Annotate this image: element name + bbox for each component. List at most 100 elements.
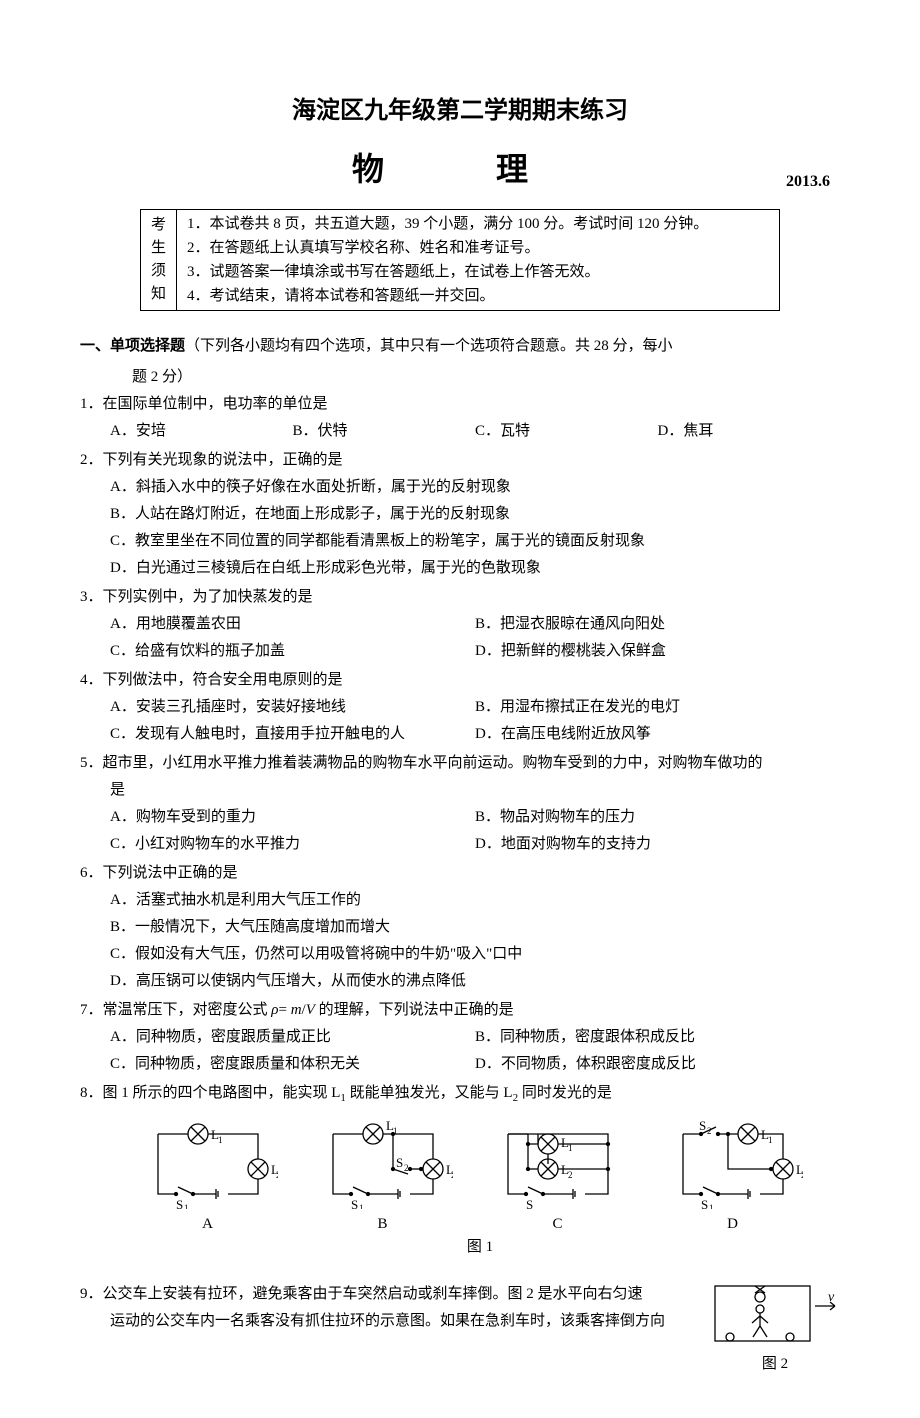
q4-opt-d: D．在高压电线附近放风筝 <box>475 721 840 748</box>
figure-1-caption: 图 1 <box>80 1234 840 1261</box>
instruction-item: 3．试题答案一律填涂或书写在答题纸上，在试卷上作答无效。 <box>187 260 769 284</box>
instruction-item: 4．考试结束，请将本试卷和答题纸一并交回。 <box>187 284 769 308</box>
section-heading-plain: （下列各小题均有四个选项，其中只有一个选项符合题意。共 28 分，每小 <box>185 338 673 354</box>
q3-stem: 3．下列实例中，为了加快蒸发的是 <box>80 584 840 611</box>
q8-stem-mid: 既能单独发光，又能与 L <box>346 1085 513 1101</box>
circuit-a-label: A <box>202 1211 213 1238</box>
figure-2: v 图 2 <box>710 1281 840 1378</box>
q5-opt-a: A．购物车受到的重力 <box>110 804 475 831</box>
svg-text:1: 1 <box>568 1143 573 1153</box>
question-9: 9．公交车上安装有拉环，避免乘客由于车突然启动或刹车摔倒。图 2 是水平向右匀速… <box>80 1281 840 1378</box>
q7-opt-d: D．不同物质，体积跟密度成反比 <box>475 1051 840 1078</box>
q7-stem: 7．常温常压下，对密度公式 ρ= m/V 的理解，下列说法中正确的是 <box>80 997 840 1024</box>
side-char: 考 <box>151 215 166 236</box>
svg-text:1: 1 <box>184 1203 189 1209</box>
question-4: 4．下列做法中，符合安全用电原则的是 A．安装三孔插座时，安装好接地线 B．用湿… <box>80 667 840 748</box>
svg-text:v: v <box>828 1290 835 1305</box>
question-2: 2．下列有关光现象的说法中，正确的是 A．斜插入水中的筷子好像在水面处折断，属于… <box>80 447 840 582</box>
q1-opt-b: B．伏特 <box>293 418 476 445</box>
q5-opt-d: D．地面对购物车的支持力 <box>475 831 840 858</box>
q5-stem-2: 是 <box>80 777 840 804</box>
circuit-d-label: D <box>727 1211 738 1238</box>
question-8: 8．图 1 所示的四个电路图中，能实现 L1 既能单独发光，又能与 L2 同时发… <box>80 1080 840 1261</box>
svg-text:2: 2 <box>568 1170 573 1180</box>
q7-v: V <box>306 1002 315 1018</box>
svg-text:S: S <box>176 1197 183 1209</box>
circuit-a: L1 L2 S1 A <box>133 1119 283 1238</box>
q5-opt-b: B．物品对购物车的压力 <box>475 804 840 831</box>
q6-opt-a: A．活塞式抽水机是利用大气压工作的 <box>80 887 840 914</box>
q6-opt-d: D．高压锅可以使锅内气压增大，从而使水的沸点降低 <box>80 968 840 995</box>
q9-line1: 9．公交车上安装有拉环，避免乘客由于车突然启动或刹车摔倒。图 2 是水平向右匀速 <box>80 1281 700 1308</box>
q7-stem-post: 的理解，下列说法中正确的是 <box>315 1002 514 1018</box>
q8-stem: 8．图 1 所示的四个电路图中，能实现 L1 既能单独发光，又能与 L2 同时发… <box>80 1080 840 1109</box>
q2-opt-d: D．白光通过三棱镜后在白纸上形成彩色光带，属于光的色散现象 <box>80 555 840 582</box>
question-1: 1．在国际单位制中，电功率的单位是 A．安培 B．伏特 C．瓦特 D．焦耳 <box>80 391 840 445</box>
q7-opt-c: C．同种物质，密度跟质量和体积无关 <box>110 1051 475 1078</box>
q4-opt-c: C．发现有人触电时，直接用手拉开触电的人 <box>110 721 475 748</box>
section-heading-line2: 题 2 分） <box>80 364 840 391</box>
circuit-c: L1 L2 S C <box>483 1119 633 1238</box>
section-heading-bold: 一、单项选择题 <box>80 338 185 354</box>
q4-options-row1: A．安装三孔插座时，安装好接地线 B．用湿布擦拭正在发光的电灯 <box>80 694 840 721</box>
q5-opt-c: C．小红对购物车的水平推力 <box>110 831 475 858</box>
circuit-c-label: C <box>552 1211 562 1238</box>
q3-opt-b: B．把湿衣服晾在通风向阳处 <box>475 611 840 638</box>
instructions-list: 1．本试卷共 8 页，共五道大题，39 个小题，满分 100 分。考试时间 12… <box>177 210 779 310</box>
q3-opt-a: A．用地膜覆盖农田 <box>110 611 475 638</box>
q6-opt-c: C．假如没有大气压，仍然可以用吸管将碗中的牛奶"吸入"口中 <box>80 941 840 968</box>
q1-opt-a: A．安培 <box>110 418 293 445</box>
q5-options-row1: A．购物车受到的重力 B．物品对购物车的压力 <box>80 804 840 831</box>
circuit-b: L1 L2 S2 S1 B <box>308 1119 458 1238</box>
side-char: 生 <box>151 238 166 259</box>
svg-text:2: 2 <box>707 1126 712 1136</box>
question-6: 6．下列说法中正确的是 A．活塞式抽水机是利用大气压工作的 B．一般情况下，大气… <box>80 860 840 995</box>
q7-opt-a: A．同种物质，密度跟质量成正比 <box>110 1024 475 1051</box>
instructions-side-label: 考 生 须 知 <box>141 210 177 310</box>
q8-stem-pre: 8．图 1 所示的四个电路图中，能实现 L <box>80 1085 340 1101</box>
instruction-item: 1．本试卷共 8 页，共五道大题，39 个小题，满分 100 分。考试时间 12… <box>187 212 769 236</box>
instructions-box: 考 生 须 知 1．本试卷共 8 页，共五道大题，39 个小题，满分 100 分… <box>140 209 780 311</box>
q3-opt-c: C．给盛有饮料的瓶子加盖 <box>110 638 475 665</box>
q6-opt-b: B．一般情况下，大气压随高度增加而增大 <box>80 914 840 941</box>
q3-options-row1: A．用地膜覆盖农田 B．把湿衣服晾在通风向阳处 <box>80 611 840 638</box>
q4-options-row2: C．发现有人触电时，直接用手拉开触电的人 D．在高压电线附近放风筝 <box>80 721 840 748</box>
q5-options-row2: C．小红对购物车的水平推力 D．地面对购物车的支持力 <box>80 831 840 858</box>
svg-text:S: S <box>701 1197 708 1209</box>
title-date: 2013.6 <box>786 168 830 197</box>
q7-options-row1: A．同种物质，密度跟质量成正比 B．同种物质，密度跟体积成反比 <box>80 1024 840 1051</box>
svg-text:S: S <box>396 1155 403 1170</box>
svg-text:2: 2 <box>276 1170 278 1180</box>
svg-text:2: 2 <box>801 1170 803 1180</box>
svg-text:2: 2 <box>404 1163 409 1173</box>
svg-text:1: 1 <box>393 1126 398 1136</box>
q9-line2: 运动的公交车内一名乘客没有抓住拉环的示意图。如果在急刹车时，该乘客摔倒方向 <box>80 1308 700 1335</box>
q3-options-row2: C．给盛有饮料的瓶子加盖 D．把新鲜的樱桃装入保鲜盒 <box>80 638 840 665</box>
q1-opt-c: C．瓦特 <box>475 418 658 445</box>
question-3: 3．下列实例中，为了加快蒸发的是 A．用地膜覆盖农田 B．把湿衣服晾在通风向阳处… <box>80 584 840 665</box>
question-5: 5．超市里，小红用水平推力推着装满物品的购物车水平向前运动。购物车受到的力中，对… <box>80 750 840 858</box>
q7-eq: = <box>278 1002 290 1018</box>
q2-stem: 2．下列有关光现象的说法中，正确的是 <box>80 447 840 474</box>
svg-text:1: 1 <box>709 1203 714 1209</box>
instruction-item: 2．在答题纸上认真填写学校名称、姓名和准考证号。 <box>187 236 769 260</box>
q1-stem: 1．在国际单位制中，电功率的单位是 <box>80 391 840 418</box>
circuit-d: S2 L1 L2 S1 D <box>658 1119 808 1238</box>
section-heading: 一、单项选择题（下列各小题均有四个选项，其中只有一个选项符合题意。共 28 分，… <box>80 333 840 360</box>
q3-opt-d: D．把新鲜的樱桃装入保鲜盒 <box>475 638 840 665</box>
svg-text:1: 1 <box>359 1203 364 1209</box>
q1-opt-d: D．焦耳 <box>658 418 841 445</box>
side-char: 知 <box>151 284 166 305</box>
q1-options: A．安培 B．伏特 C．瓦特 D．焦耳 <box>80 418 840 445</box>
svg-text:1: 1 <box>218 1135 223 1145</box>
svg-text:S: S <box>526 1197 533 1209</box>
q4-stem: 4．下列做法中，符合安全用电原则的是 <box>80 667 840 694</box>
svg-text:S: S <box>699 1119 706 1133</box>
circuit-b-label: B <box>377 1211 387 1238</box>
q4-opt-a: A．安装三孔插座时，安装好接地线 <box>110 694 475 721</box>
q9-text: 9．公交车上安装有拉环，避免乘客由于车突然启动或刹车摔倒。图 2 是水平向右匀速… <box>80 1281 700 1335</box>
svg-text:S: S <box>351 1197 358 1209</box>
figure-2-caption: 图 2 <box>710 1351 840 1378</box>
q2-opt-a: A．斜插入水中的筷子好像在水面处折断，属于光的反射现象 <box>80 474 840 501</box>
q4-opt-b: B．用湿布擦拭正在发光的电灯 <box>475 694 840 721</box>
